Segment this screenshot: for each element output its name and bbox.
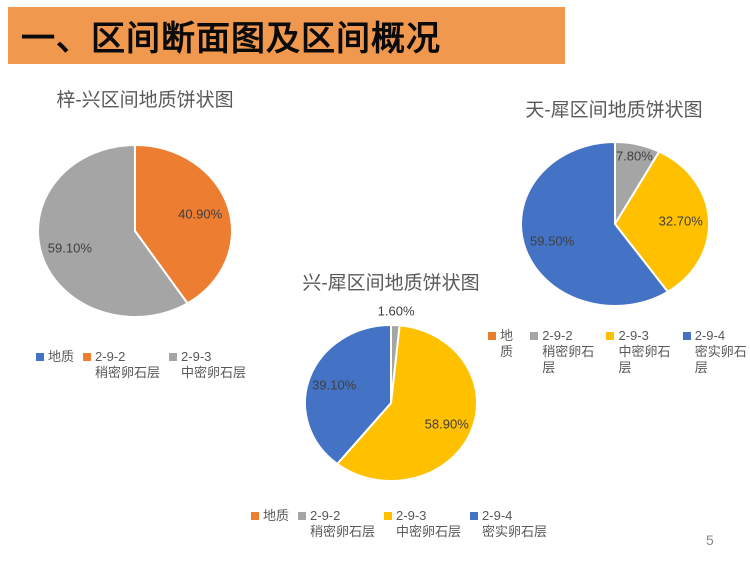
data-label: 32.70% xyxy=(658,213,703,229)
legend-label: 地质 xyxy=(500,328,514,359)
legend-label: 2-9-3 中密卵石层 xyxy=(396,508,462,539)
pie-svg xyxy=(520,140,710,307)
pie-chart-tian-xi: 天-犀区间地质饼状图 7.80% 32.70% 59.50% xyxy=(480,95,748,325)
chart-title: 梓-兴区间地质饼状图 xyxy=(56,90,234,111)
chart-legend: 地质 2-9-2 稍密卵石层 2-9-3 中密卵石层 xyxy=(36,349,246,381)
legend-item: 2-9-4 密实卵石层 xyxy=(682,328,750,376)
legend-item: 地质 xyxy=(251,508,289,540)
legend-swatch-icon xyxy=(488,332,496,340)
slide-title-banner: 一、区间断面图及区间概况 xyxy=(8,7,565,64)
legend-swatch-icon xyxy=(169,353,178,361)
legend-item: 2-9-2 稍密卵石层 xyxy=(83,349,160,381)
legend-item: 2-9-3 中密卵石层 xyxy=(169,349,246,381)
chart-legend: 地质 2-9-2 稍密卵石层 2-9-3 中密卵石层 2-9-4 密实卵石层 xyxy=(488,328,750,376)
legend-swatch-icon xyxy=(606,332,615,340)
legend-label: 地质 xyxy=(263,508,290,523)
legend-item: 地质 xyxy=(36,349,74,381)
data-label: 59.10% xyxy=(47,240,92,256)
legend-swatch-icon xyxy=(384,512,393,520)
pie-svg xyxy=(304,323,478,482)
legend-item: 2-9-3 中密卵石层 xyxy=(606,328,673,376)
legend-swatch-icon xyxy=(251,512,259,520)
legend-item: 2-9-2 稍密卵石层 xyxy=(530,328,597,376)
pie-chart-zi-xing: 梓-兴区间地质饼状图 40.90% 59.10% xyxy=(20,85,270,335)
legend-label: 2-9-2 稍密卵石层 xyxy=(310,508,376,539)
pie-slice xyxy=(520,140,670,307)
legend-label: 2-9-3 中密卵石层 xyxy=(618,328,671,375)
legend-label: 2-9-3 中密卵石层 xyxy=(181,349,247,380)
legend-swatch-icon xyxy=(530,332,539,340)
data-label: 59.50% xyxy=(530,233,575,249)
legend-label: 2-9-4 密实卵石层 xyxy=(694,328,747,375)
legend-swatch-icon xyxy=(36,353,44,361)
legend-label: 2-9-4 密实卵石层 xyxy=(482,508,548,539)
page-number: 5 xyxy=(706,532,714,548)
legend-item: 2-9-2 稍密卵石层 xyxy=(298,508,375,540)
chart-title: 兴-犀区间地质饼状图 xyxy=(302,273,480,294)
legend-item: 地质 xyxy=(488,328,521,376)
pie-slice xyxy=(613,150,710,294)
pie-chart-xing-xi: 兴-犀区间地质饼状图 1.60% 58.90% 39.10% xyxy=(285,268,497,506)
chart-title: 天-犀区间地质饼状图 xyxy=(525,100,703,121)
data-label: 7.80% xyxy=(615,148,653,164)
legend-item: 2-9-3 中密卵石层 xyxy=(384,508,461,540)
slide-title: 一、区间断面图及区间概况 xyxy=(21,21,441,58)
legend-swatch-icon xyxy=(682,332,691,340)
pie-svg xyxy=(37,143,233,318)
legend-label: 地质 xyxy=(48,349,75,364)
data-label: 40.90% xyxy=(178,206,223,222)
pie-slice xyxy=(335,324,478,482)
legend-swatch-icon xyxy=(470,512,479,520)
data-label: 58.90% xyxy=(424,416,469,432)
legend-label: 2-9-2 稍密卵石层 xyxy=(95,349,161,380)
pie-slice xyxy=(304,323,392,466)
pie-slice xyxy=(37,143,189,318)
legend-item: 2-9-4 密实卵石层 xyxy=(470,508,547,540)
legend-swatch-icon xyxy=(298,512,307,520)
data-label: 39.10% xyxy=(312,377,357,393)
data-label: 1.60% xyxy=(377,303,415,319)
legend-label: 2-9-2 稍密卵石层 xyxy=(542,328,595,375)
legend-swatch-icon xyxy=(83,353,92,361)
chart-legend: 地质 2-9-2 稍密卵石层 2-9-3 中密卵石层 2-9-4 密实卵石层 xyxy=(251,508,547,540)
